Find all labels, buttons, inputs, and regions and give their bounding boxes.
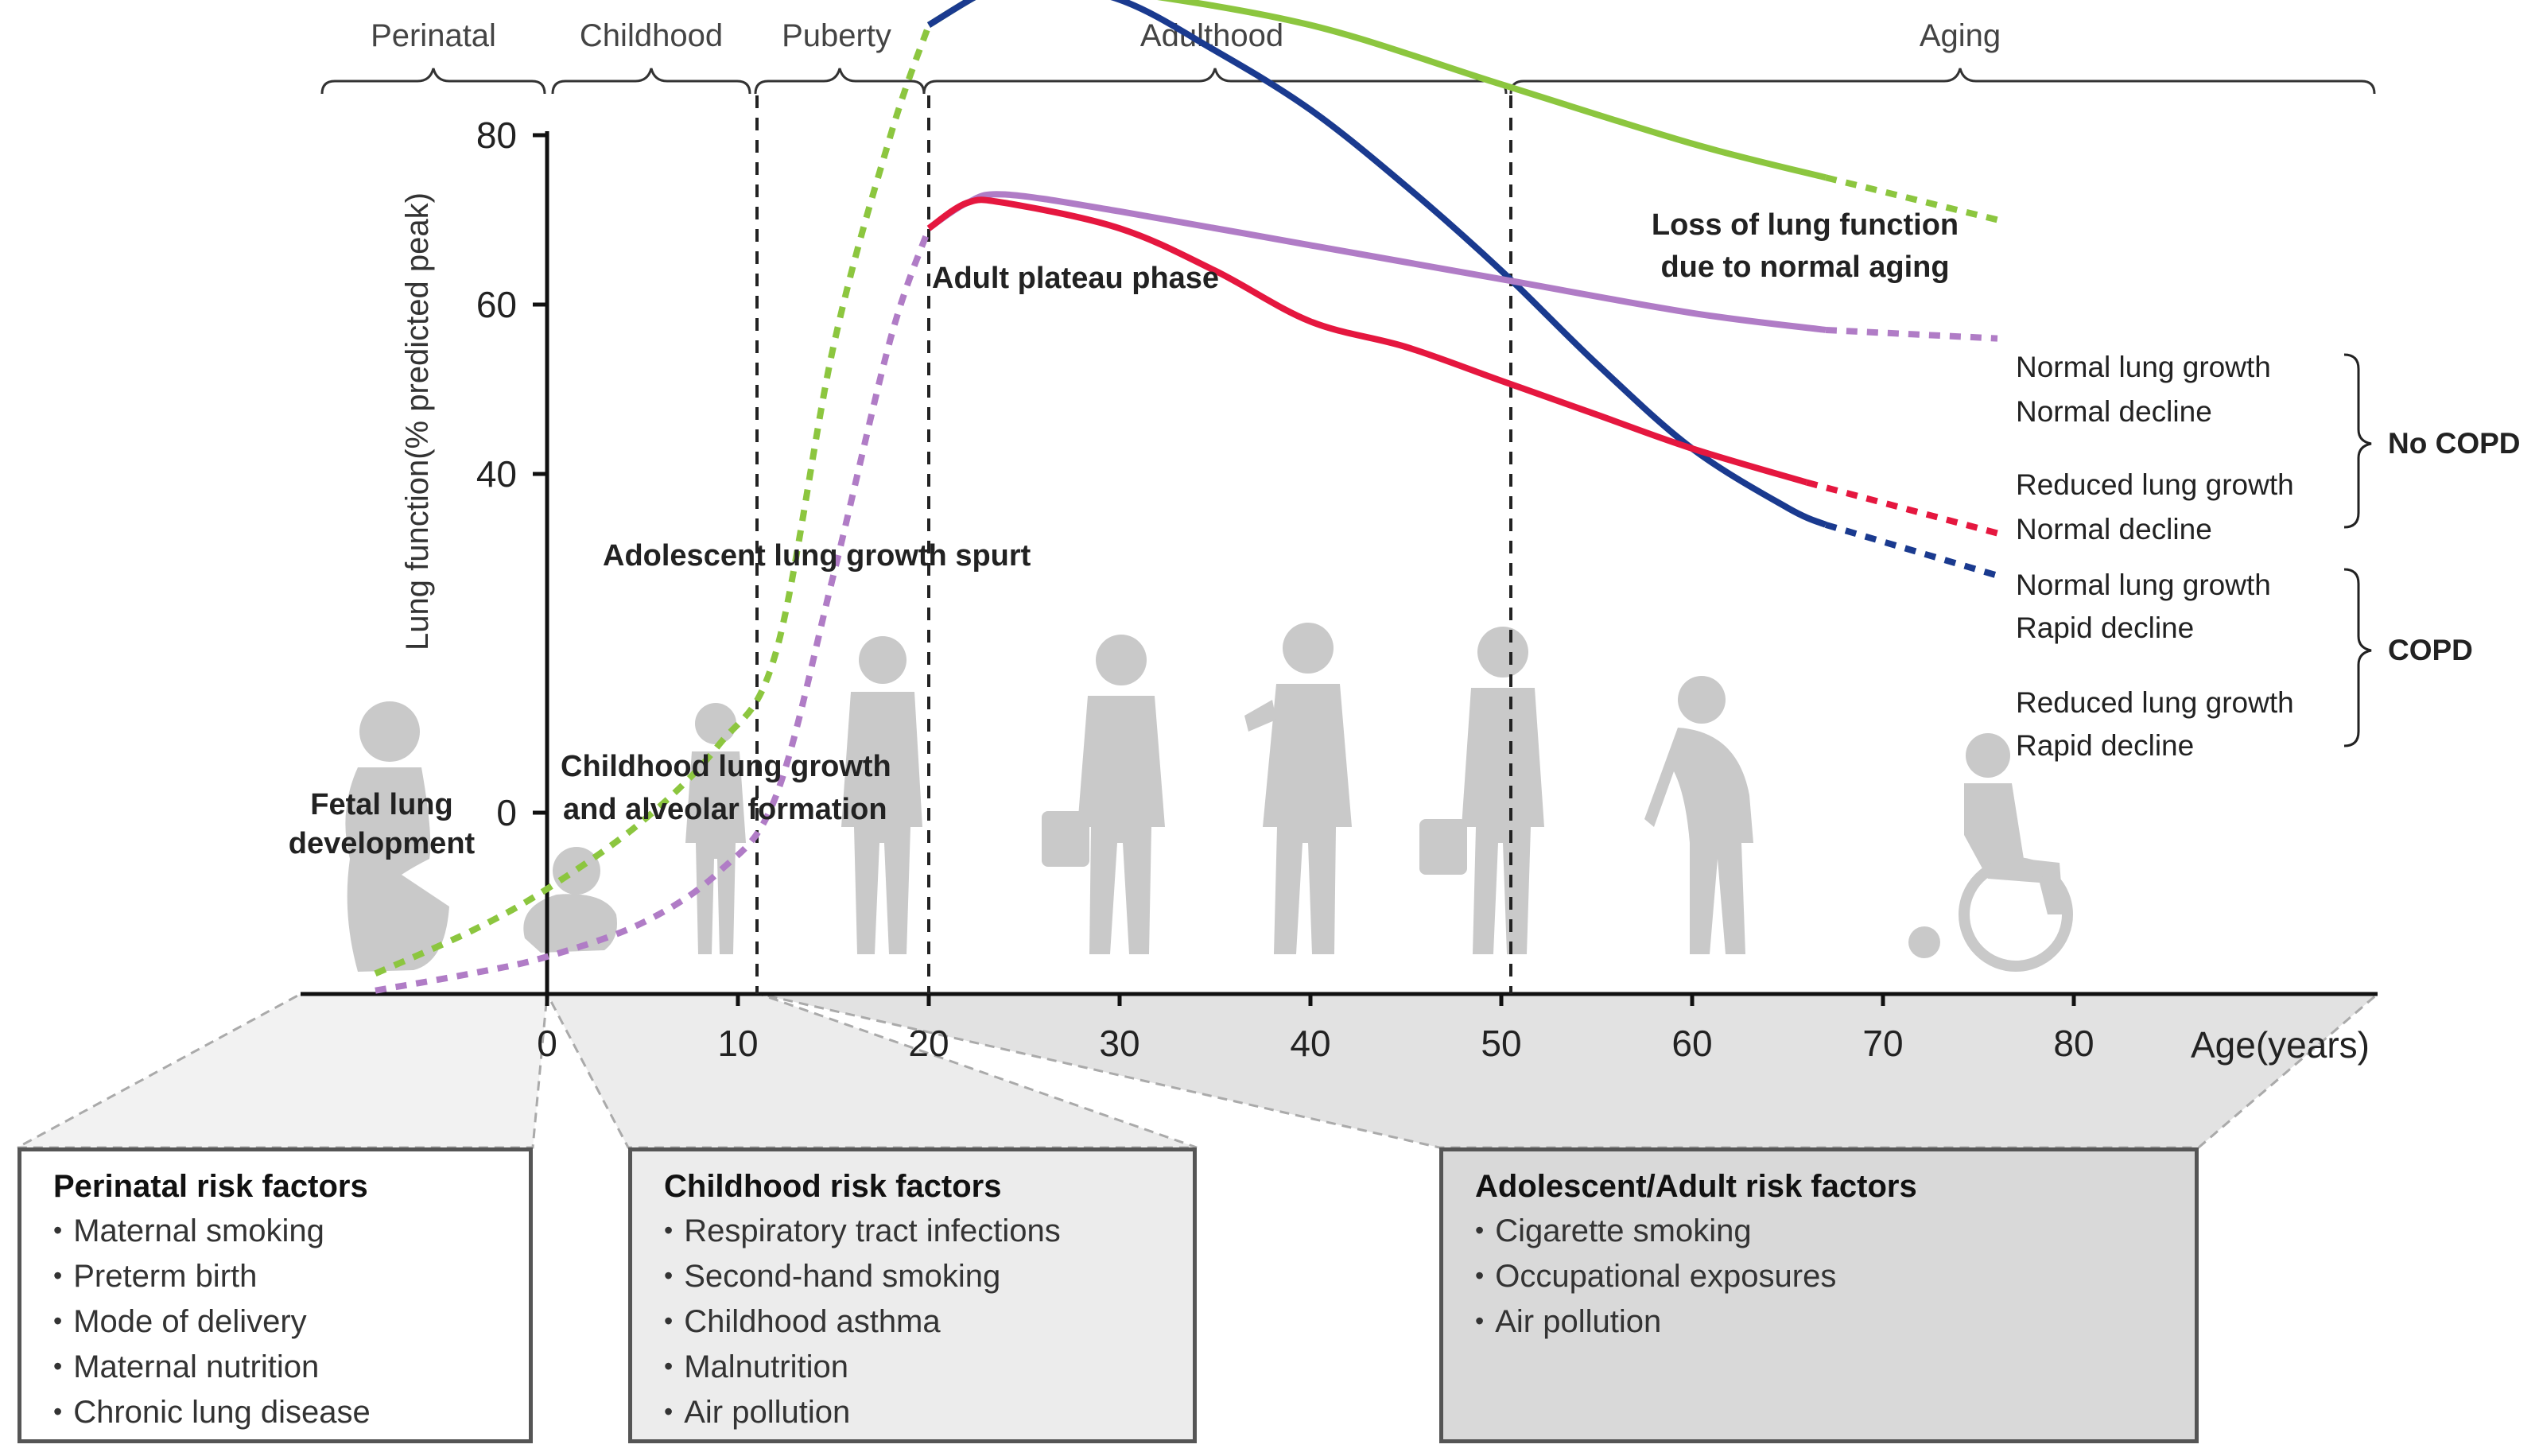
- aging-annotation-line2: due to normal aging: [1660, 250, 1949, 284]
- adult-connector: [759, 992, 2382, 1149]
- list-item: Second-hand smoking: [664, 1255, 1161, 1300]
- group-brackets: [2343, 353, 2372, 747]
- adult-risk-list: Cigarette smoking Occupational exposures…: [1475, 1209, 2163, 1345]
- list-item: Malnutrition: [664, 1345, 1161, 1391]
- y-axis-title: Lung function(% predicted peak): [400, 192, 435, 650]
- childhood-annotation-line1: Childhood lung growth: [561, 750, 891, 783]
- aging-brace: [1509, 68, 2376, 95]
- childhood-risk-box: Childhood risk factors Respiratory tract…: [628, 1147, 1197, 1443]
- childhood-brace: [551, 68, 751, 95]
- list-item: Occupational exposures: [1475, 1255, 2163, 1300]
- aging-annotation-line1: Loss of lung function: [1652, 208, 1959, 242]
- x-tick-label: 60: [1671, 1023, 1712, 1064]
- childhood-risk-list: Respiratory tract infections Second-hand…: [664, 1209, 1161, 1436]
- x-tick-label: 80: [2053, 1023, 2094, 1064]
- elderly-man-silhouette: [1644, 676, 1753, 954]
- childhood-connector: [545, 992, 1198, 1149]
- annotations: Fetal lung development Childhood lung gr…: [289, 208, 1959, 860]
- plateau-annotation: Adult plateau phase: [932, 262, 1219, 295]
- axes: [301, 131, 2378, 996]
- teen-silhouette: [841, 636, 922, 954]
- perinatal-risk-list: Maternal smoking Preterm birth Mode of d…: [53, 1209, 497, 1436]
- legend-3-decline: Rapid decline: [2016, 612, 2194, 644]
- list-item: Respiratory tract infections: [664, 1209, 1161, 1255]
- curve-green-growth-dashed: [374, 24, 932, 977]
- fetal-annotation-line1: Fetal lung: [310, 788, 452, 821]
- childhood-risk-title: Childhood risk factors: [664, 1169, 1002, 1204]
- curve-red-solid: [926, 196, 1808, 486]
- copd-bracket: [2343, 568, 2372, 747]
- stage-aging: Aging: [1920, 18, 2001, 53]
- x-tick-label: 20: [908, 1023, 949, 1064]
- y-tick-label: 0: [496, 792, 517, 833]
- legend-4-growth: Reduced lung growth: [2016, 686, 2294, 719]
- stage-childhood: Childhood: [580, 18, 723, 53]
- perinatal-brace: [320, 68, 546, 95]
- puberty-brace: [754, 68, 926, 95]
- x-tick-label: 10: [717, 1023, 758, 1064]
- adult-phone-silhouette: [1419, 627, 1544, 954]
- stage-puberty: Puberty: [782, 18, 891, 53]
- curve-green-projection-dashed: [1825, 174, 1998, 223]
- list-item: Air pollution: [664, 1391, 1161, 1436]
- x-tick-label: 0: [537, 1023, 557, 1064]
- legend-1-decline: Normal decline: [2016, 395, 2212, 428]
- curve-purple-projection-dashed: [1825, 326, 1998, 342]
- x-tick-label: 40: [1290, 1023, 1330, 1064]
- stage-perinatal: Perinatal: [371, 18, 496, 53]
- adolescent-annotation: Adolescent lung growth spurt: [603, 539, 1031, 573]
- list-item: Air pollution: [1475, 1300, 2163, 1345]
- adult-risk-box: Adolescent/Adult risk factors Cigarette …: [1439, 1147, 2199, 1443]
- x-tick-label: 50: [1481, 1023, 1521, 1064]
- childhood-annotation-line2: and alveolar formation: [563, 793, 887, 826]
- curve-green-solid: [926, 0, 1827, 181]
- human-silhouettes: [345, 623, 2073, 972]
- list-item: Mode of delivery: [53, 1300, 497, 1345]
- no-copd-bracket: [2343, 353, 2372, 529]
- copd-label: COPD: [2388, 634, 2473, 666]
- legend-1-growth: Normal lung growth: [2016, 351, 2271, 383]
- legend-2-decline: Normal decline: [2016, 513, 2212, 546]
- list-item: Childhood asthma: [664, 1300, 1161, 1345]
- curve-legend: Normal lung growth Normal decline Reduce…: [2016, 351, 2294, 762]
- no-copd-label: No COPD: [2388, 427, 2521, 460]
- perinatal-risk-title: Perinatal risk factors: [53, 1169, 368, 1204]
- list-item: Cigarette smoking: [1475, 1209, 2163, 1255]
- fetal-annotation-line2: development: [289, 827, 476, 860]
- x-axis-title: Age(years): [2191, 1024, 2370, 1066]
- legend-2-growth: Reduced lung growth: [2016, 468, 2294, 501]
- stage-boundaries: [755, 95, 1512, 994]
- perinatal-connector: [17, 992, 549, 1149]
- lung-function-curves: [374, 0, 1999, 994]
- adult-gesturing-silhouette: [1244, 623, 1352, 954]
- pregnant-woman-silhouette: [345, 701, 449, 972]
- legend-4-decline: Rapid decline: [2016, 729, 2194, 762]
- curve-blue-projection-dashed: [1824, 522, 1999, 579]
- axis-ticks: 010203040506070800406080100: [476, 115, 2094, 1064]
- x-tick-label: 70: [1862, 1023, 1903, 1064]
- curve-purple-solid: [926, 191, 1827, 333]
- risk-connectors: [17, 992, 2382, 1149]
- adult-man-bag-silhouette: [1042, 635, 1165, 954]
- adulthood-brace: [922, 68, 1508, 95]
- list-item: Preterm birth: [53, 1255, 497, 1300]
- list-item: Chronic lung disease: [53, 1391, 497, 1436]
- y-tick-label: 80: [476, 115, 517, 156]
- curve-purple-growth-dashed: [375, 227, 932, 994]
- adult-risk-title: Adolescent/Adult risk factors: [1475, 1169, 1917, 1204]
- list-item: Maternal nutrition: [53, 1345, 497, 1391]
- legend-3-growth: Normal lung growth: [2016, 569, 2271, 601]
- y-tick-label: 60: [476, 284, 517, 325]
- wheelchair-user-silhouette: [1908, 733, 2073, 972]
- perinatal-risk-box: Perinatal risk factors Maternal smoking …: [17, 1147, 533, 1443]
- stage-labels: Perinatal Childhood Puberty Adulthood Ag…: [371, 18, 2001, 53]
- y-tick-label: 40: [476, 453, 517, 495]
- child-silhouette: [685, 703, 746, 954]
- stage-braces: [320, 68, 2376, 95]
- x-tick-label: 30: [1099, 1023, 1139, 1064]
- list-item: Maternal smoking: [53, 1209, 497, 1255]
